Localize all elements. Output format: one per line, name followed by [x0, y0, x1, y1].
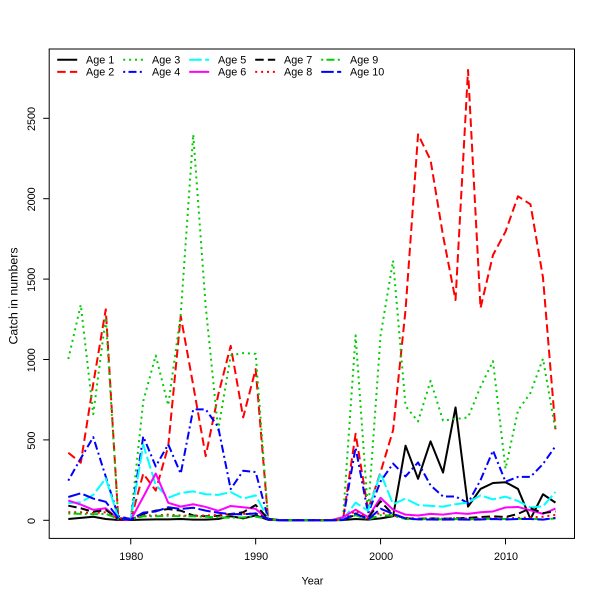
- svg-text:1000: 1000: [26, 348, 38, 372]
- svg-text:2500: 2500: [26, 107, 38, 131]
- svg-text:0: 0: [26, 518, 38, 524]
- svg-text:Year: Year: [301, 576, 323, 588]
- svg-text:1500: 1500: [26, 268, 38, 292]
- svg-text:500: 500: [26, 432, 38, 450]
- svg-text:1990: 1990: [244, 551, 268, 563]
- svg-text:Age 2: Age 2: [86, 67, 114, 79]
- svg-text:Catch in numbers: Catch in numbers: [7, 247, 21, 344]
- svg-text:Age 10: Age 10: [350, 67, 384, 79]
- svg-text:2000: 2000: [369, 551, 393, 563]
- svg-text:Age 9: Age 9: [350, 55, 378, 67]
- svg-text:Age 3: Age 3: [152, 55, 180, 67]
- svg-text:Age 5: Age 5: [218, 55, 246, 67]
- svg-text:Age 7: Age 7: [284, 55, 312, 67]
- svg-text:2000: 2000: [26, 187, 38, 211]
- svg-text:Age 4: Age 4: [152, 67, 180, 79]
- svg-text:Age 8: Age 8: [284, 67, 312, 79]
- svg-text:2010: 2010: [494, 551, 518, 563]
- svg-text:Age 1: Age 1: [86, 55, 114, 67]
- svg-text:1980: 1980: [119, 551, 143, 563]
- svg-text:Age 6: Age 6: [218, 67, 246, 79]
